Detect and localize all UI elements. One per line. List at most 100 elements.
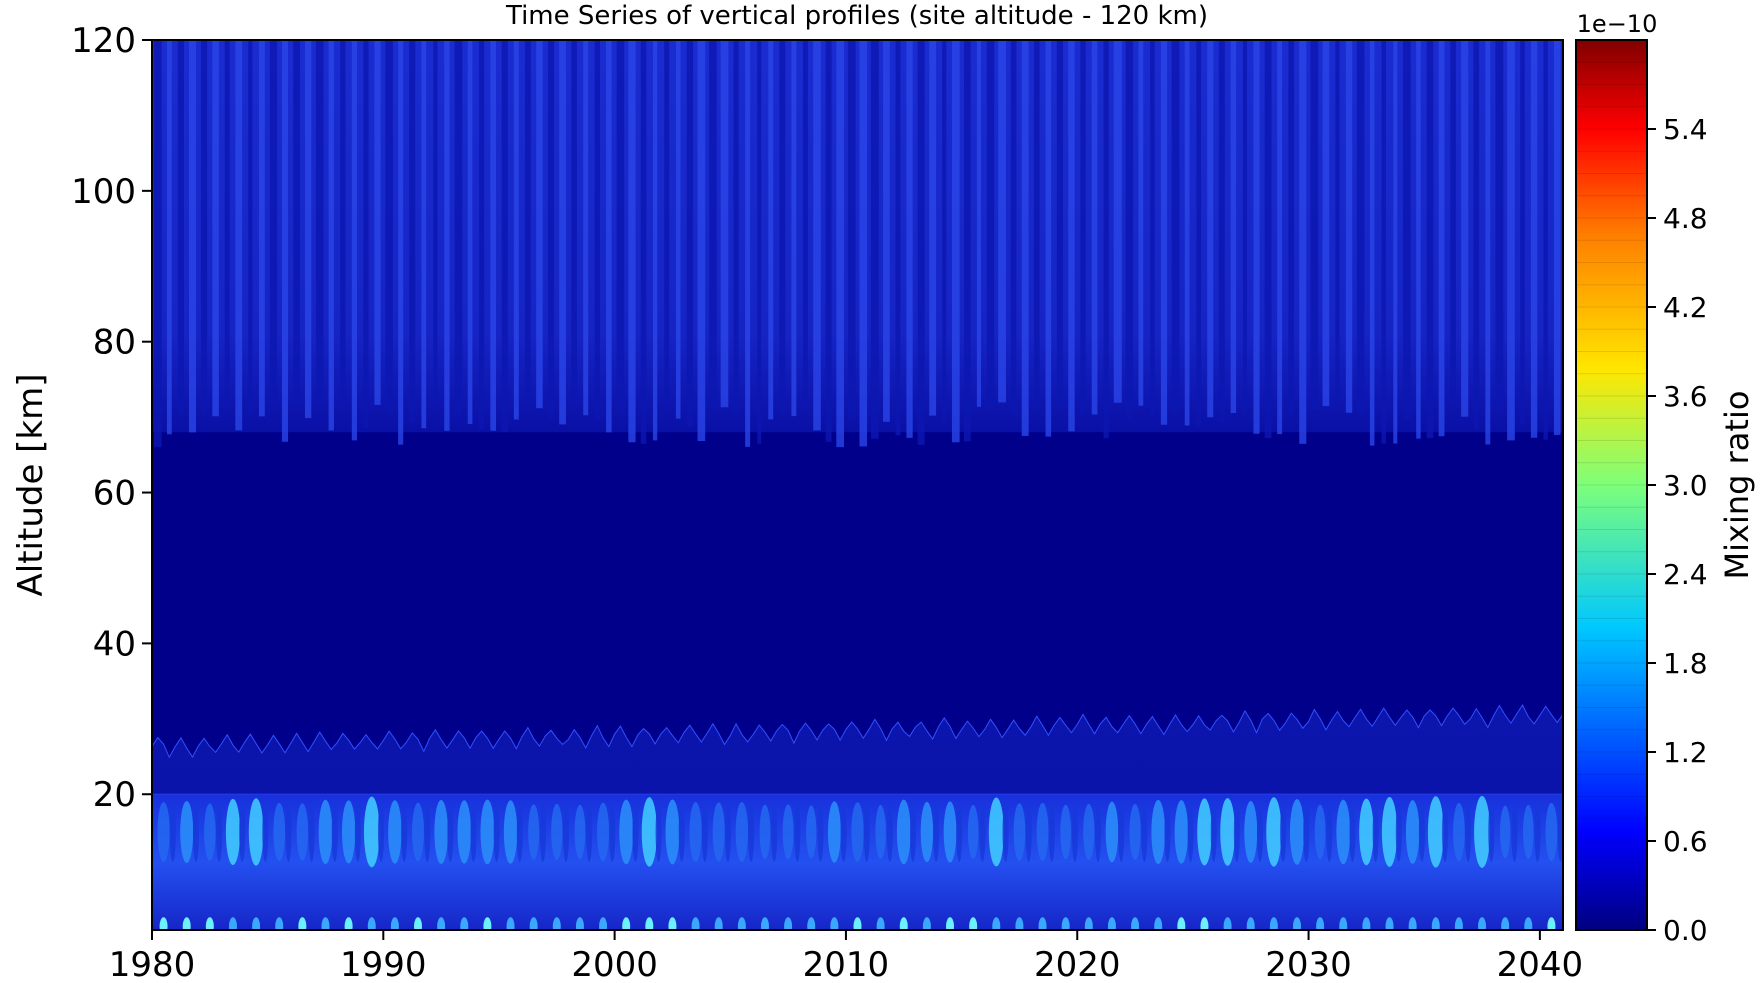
seasonal-minimum (169, 801, 176, 862)
annual-maximum (1474, 796, 1491, 868)
annual-maximum (735, 801, 749, 862)
surface-maximum (946, 917, 955, 930)
surface-maximum (552, 917, 561, 930)
surface-maximum (668, 917, 677, 930)
annual-maximum (1500, 805, 1511, 859)
seasonal-minimum (447, 801, 454, 862)
surface-maximum (1131, 917, 1140, 930)
surface-maximum (367, 917, 376, 930)
seasonal-minimum (1025, 801, 1032, 862)
seasonal-minimum (840, 801, 847, 862)
surface-maximum (1431, 917, 1440, 930)
surface-maximum (1316, 917, 1325, 930)
surface-maximum (1292, 917, 1301, 930)
colorbar-ticks: 0.0 0.6 1.2 1.8 2.4 3.0 3.6 4.2 4.8 5.4 (1647, 113, 1708, 947)
surface-maximum (414, 917, 423, 930)
x-tick-label: 2000 (571, 945, 658, 983)
plot-frame (151, 39, 1564, 931)
annual-maximum (943, 801, 957, 863)
surface-maximum (760, 917, 769, 930)
colorbar-tick-label: 0.6 (1663, 825, 1708, 858)
lower-stratosphere-band (152, 703, 1563, 795)
surface-maximum (1038, 917, 1047, 930)
colorbar-tick-label: 4.8 (1663, 202, 1708, 235)
surface-maximum (1478, 917, 1487, 930)
seasonal-minimum (470, 801, 477, 862)
seasonal-minimum (285, 801, 292, 862)
surface-maximum (275, 917, 284, 930)
surface-maximum (1177, 917, 1186, 930)
annual-maximum (1314, 804, 1326, 860)
annual-maximum (967, 804, 979, 859)
annual-maximum (248, 798, 264, 866)
surface-maximum (622, 917, 631, 930)
annual-maximum (1405, 800, 1420, 864)
surface-maximum (344, 917, 353, 930)
surface-maximum (645, 917, 654, 930)
annual-maximum (1522, 804, 1534, 859)
annual-maximum (597, 802, 610, 862)
annual-maximum (1083, 803, 1095, 860)
x-tick-label: 2040 (1497, 945, 1584, 983)
annual-maximum (1453, 803, 1465, 861)
seasonal-minimum (1488, 801, 1495, 862)
annual-maximum (180, 800, 194, 863)
surface-maximum (807, 917, 816, 930)
seasonal-minimum (1557, 801, 1563, 862)
annual-maximum (1151, 799, 1166, 865)
surface-maximum (1454, 917, 1463, 930)
annual-maximum (1129, 803, 1141, 860)
seasonal-minimum (262, 801, 269, 862)
seasonal-minimum (1233, 801, 1240, 862)
seasonal-minimum (563, 801, 570, 862)
surface-maximum (1223, 917, 1232, 930)
surface-maximum (437, 917, 446, 930)
seasonal-minimum (1372, 801, 1379, 862)
annual-maximum (434, 799, 448, 864)
seasonal-minimum (1141, 801, 1148, 862)
colorbar-tick-label: 3.0 (1663, 469, 1708, 502)
colorbar-tick-label: 5.4 (1663, 113, 1708, 146)
seasonal-minimum (609, 801, 616, 862)
chart-title: Time Series of vertical profiles (site a… (505, 1, 1208, 31)
annual-maximum (412, 802, 424, 862)
annual-maximum (1197, 798, 1212, 866)
annual-maximum (896, 799, 911, 865)
annual-maximum (551, 803, 563, 861)
surface-maximum (922, 917, 931, 930)
annual-maximum (157, 802, 170, 862)
surface-maximum (899, 917, 908, 930)
surface-maximum (298, 917, 307, 930)
seasonal-minimum (308, 801, 315, 862)
annual-maximum (1105, 801, 1119, 863)
seasonal-minimum (1210, 801, 1217, 862)
colorbar-offset-text: 1e−10 (1577, 10, 1658, 38)
annual-maximum (1545, 802, 1558, 862)
y-axis: 20 40 60 80 100 120 (71, 21, 152, 815)
annual-maximum (759, 804, 771, 860)
surface-maximum (252, 917, 261, 930)
seasonal-minimum (1071, 801, 1078, 862)
y-axis-label: Altitude [km] (11, 373, 51, 596)
seasonal-minimum (678, 801, 685, 862)
y-tick-label: 40 (93, 624, 136, 664)
surface-maximum (390, 917, 399, 930)
colorbar-tick-label: 4.2 (1663, 291, 1708, 324)
seasonal-minimum (216, 801, 223, 862)
seasonal-minimum (192, 801, 199, 862)
annual-maximum (1266, 797, 1282, 867)
annual-maximum (318, 799, 333, 865)
seasonal-minimum (424, 801, 431, 862)
seasonal-minimum (979, 801, 986, 862)
seasonal-minimum (377, 801, 384, 862)
surface-maximum (1107, 917, 1116, 930)
colorbar-tick-label: 1.8 (1663, 647, 1708, 680)
annual-maximum (204, 803, 216, 861)
seasonal-minimum (1534, 801, 1541, 862)
x-tick-label: 1990 (340, 945, 427, 983)
annual-maximum (851, 802, 864, 862)
surface-maximum (1084, 917, 1093, 930)
seasonal-minimum (1118, 801, 1125, 862)
surface-maximum (1154, 917, 1163, 930)
